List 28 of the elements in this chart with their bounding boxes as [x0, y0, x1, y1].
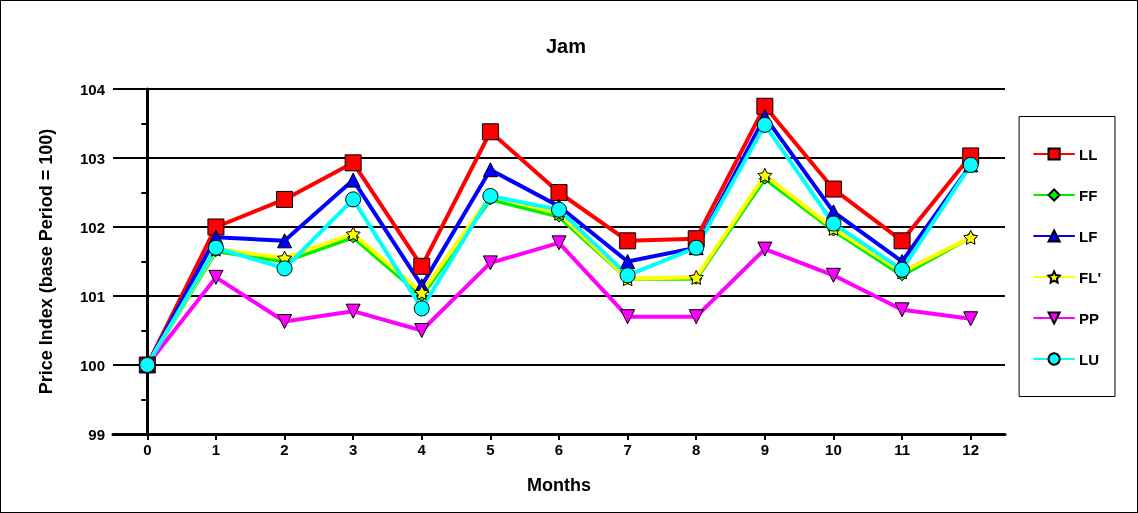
x-axis-title: Months: [527, 475, 591, 495]
x-tick-label: 2: [280, 441, 289, 458]
x-tick-label: 9: [760, 441, 770, 458]
y-tick-label: 101: [79, 287, 105, 305]
y-tick-label: 100: [79, 356, 105, 374]
y-tick-label: 103: [79, 149, 105, 167]
y-tick-label: 104: [79, 80, 106, 98]
legend-label: LU: [1079, 350, 1100, 368]
x-tick-label: 0: [143, 441, 152, 458]
x-tick-label: 5: [486, 441, 495, 458]
legend-label: PP: [1079, 309, 1100, 327]
x-tick-label: 6: [554, 441, 564, 458]
x-tick-label: 3: [348, 441, 358, 458]
chart-title: Jam: [545, 35, 587, 57]
x-tick-label: 8: [692, 441, 701, 458]
legend-label: LL: [1079, 145, 1098, 163]
legend-label: FL': [1079, 268, 1102, 286]
x-tick-label: 12: [962, 441, 980, 458]
x-tick-label: 10: [825, 441, 842, 458]
legend-label: LF: [1079, 227, 1098, 245]
y-tick-label: 99: [88, 425, 105, 443]
y-axis-title: Price Index (base Period = 100): [36, 128, 56, 395]
x-tick-label: 7: [623, 441, 632, 458]
x-tick-label: 1: [211, 441, 221, 458]
x-tick-label: 11: [894, 441, 911, 458]
y-tick-label: 102: [79, 218, 105, 236]
x-tick-label: 4: [417, 441, 427, 458]
legend-label: FF: [1079, 186, 1098, 204]
